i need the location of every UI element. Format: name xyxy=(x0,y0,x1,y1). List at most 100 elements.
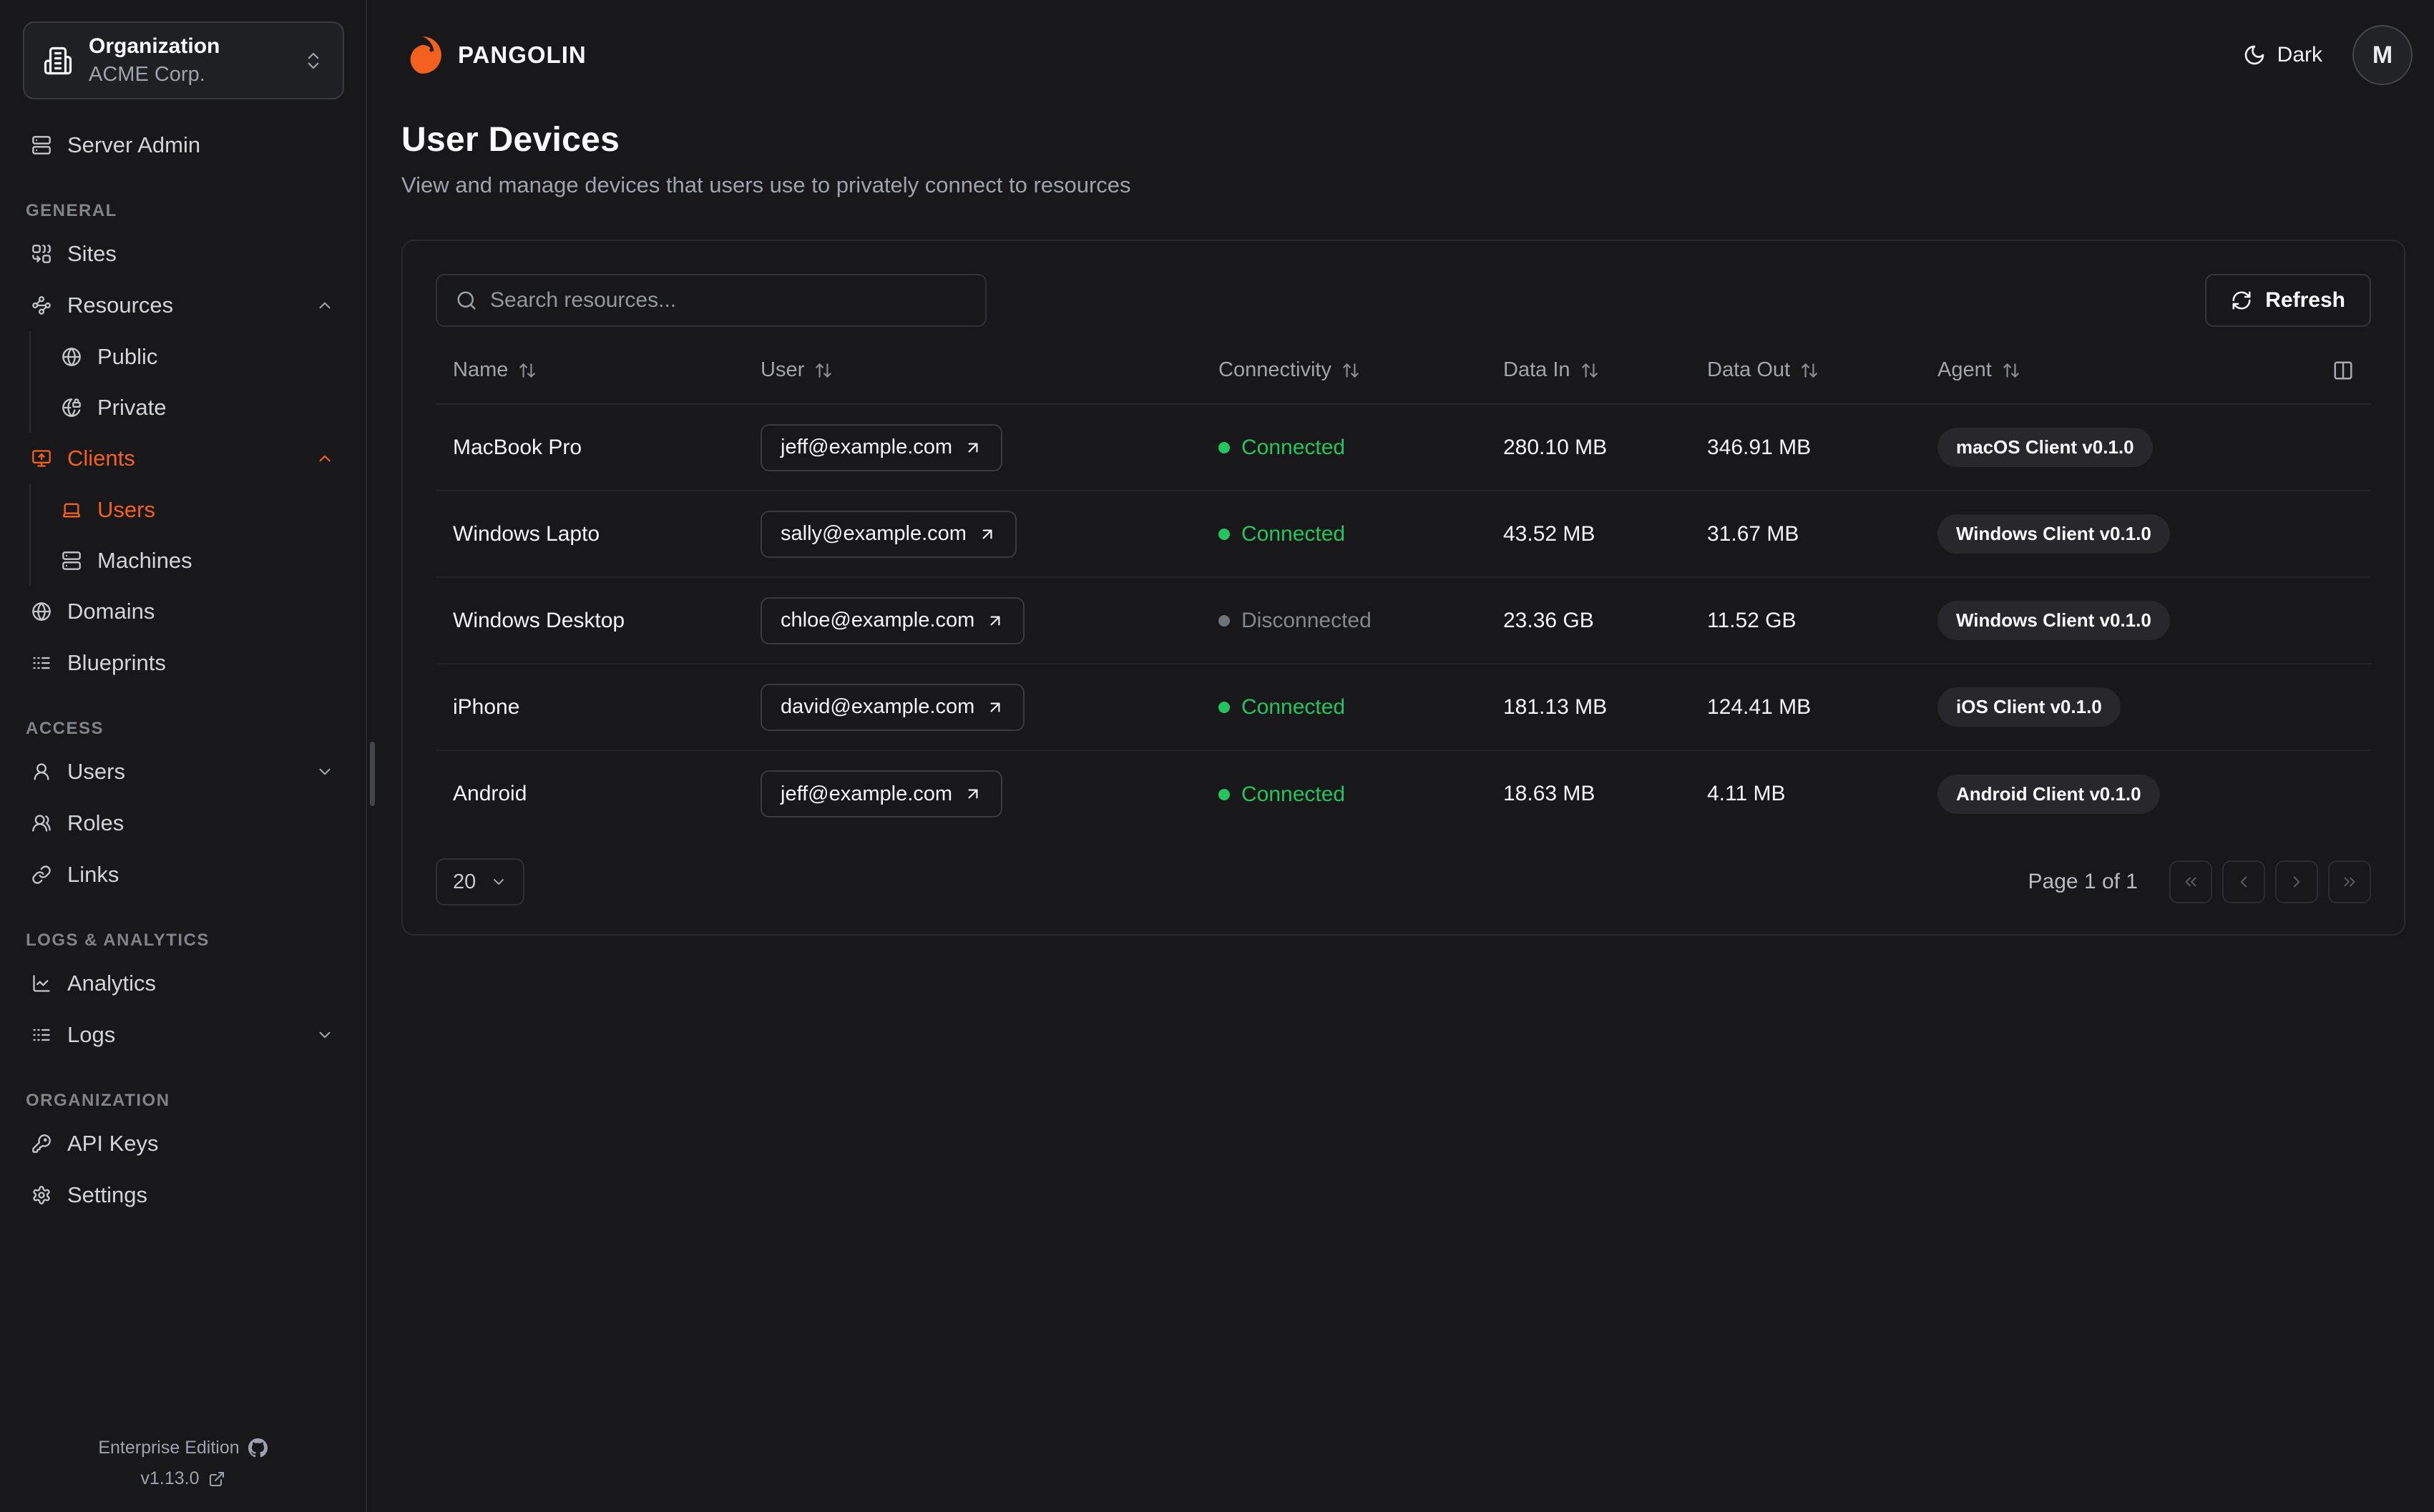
sidebar-item-public[interactable]: Public xyxy=(31,331,354,382)
sidebar-item-label: Domains xyxy=(67,599,155,624)
column-header-data-out[interactable]: Data Out xyxy=(1707,358,1819,382)
sidebar-item-roles[interactable]: Roles xyxy=(0,797,354,849)
sidebar-item-client-users[interactable]: Users xyxy=(31,484,354,535)
column-header-connectivity[interactable]: Connectivity xyxy=(1218,358,1360,382)
chart-line-icon xyxy=(31,973,52,993)
table-row: MacBook Pro jeff@example.com Connected 2… xyxy=(436,404,2371,491)
sidebar-item-links[interactable]: Links xyxy=(0,849,354,900)
search-icon xyxy=(456,290,477,311)
connectivity-status: Connected xyxy=(1218,436,1345,460)
server-icon xyxy=(62,551,82,571)
sidebar-item-label: Resources xyxy=(67,293,174,318)
refresh-button[interactable]: Refresh xyxy=(2205,274,2371,327)
sidebar-item-api-keys[interactable]: API Keys xyxy=(0,1118,354,1169)
agent-badge: Windows Client v0.1.0 xyxy=(1937,601,2170,640)
sort-icon xyxy=(814,361,833,380)
sidebar-item-label: Server Admin xyxy=(67,132,201,157)
sidebar-item-private[interactable]: Private xyxy=(31,382,354,433)
org-selector[interactable]: Organization ACME Corp. xyxy=(23,21,344,99)
combine-icon xyxy=(31,244,52,264)
status-dot xyxy=(1218,442,1230,453)
device-name: Windows Desktop xyxy=(453,608,625,632)
search-box xyxy=(436,274,987,327)
sidebar-item-machines[interactable]: Machines xyxy=(31,535,354,586)
sidebar-item-settings[interactable]: Settings xyxy=(0,1169,354,1221)
sidebar-item-logs[interactable]: Logs xyxy=(0,1009,354,1061)
sidebar-item-clients[interactable]: Clients xyxy=(0,433,354,484)
sidebar-item-users[interactable]: Users xyxy=(0,746,354,797)
external-link-icon xyxy=(208,1471,225,1488)
sidebar-item-domains[interactable]: Domains xyxy=(0,586,354,637)
version-link[interactable]: v1.13.0 xyxy=(140,1468,225,1489)
edition-label: Enterprise Edition xyxy=(98,1438,240,1458)
sidebar-item-resources[interactable]: Resources xyxy=(0,280,354,331)
last-page-button[interactable] xyxy=(2328,860,2371,903)
section-label-logs-analytics: LOGS & ANALYTICS xyxy=(26,931,210,950)
page-head: User Devices View and manage devices tha… xyxy=(367,110,2434,198)
globe-icon xyxy=(31,602,52,622)
data-in-value: 280.10 MB xyxy=(1503,435,1608,459)
user-link-button[interactable]: david@example.com xyxy=(761,683,1025,731)
device-name: Windows Lapto xyxy=(453,521,600,546)
sidebar-item-label: Machines xyxy=(97,547,192,573)
chevron-down-icon[interactable] xyxy=(316,762,334,781)
clients-subitems: Users Machines xyxy=(29,484,354,586)
column-header-agent[interactable]: Agent xyxy=(1937,358,2020,382)
sidebar-item-label: Settings xyxy=(67,1182,148,1207)
theme-toggle[interactable]: Dark xyxy=(2243,43,2322,67)
user-link-button[interactable]: chloe@example.com xyxy=(761,597,1025,644)
column-header-name[interactable]: Name xyxy=(453,358,537,382)
sidebar-item-label: Users xyxy=(97,496,155,522)
section-label-general: GENERAL xyxy=(26,201,117,220)
theme-toggle-label: Dark xyxy=(2277,43,2322,67)
column-header-data-in[interactable]: Data In xyxy=(1503,358,1599,382)
users-icon xyxy=(31,813,52,833)
connectivity-status: Connected xyxy=(1218,695,1345,720)
link-icon xyxy=(31,865,52,885)
arrow-up-right-icon xyxy=(986,612,1005,630)
previous-page-button[interactable] xyxy=(2222,860,2265,903)
user-link-button[interactable]: jeff@example.com xyxy=(761,770,1003,818)
chevron-up-icon[interactable] xyxy=(316,449,334,468)
laptop-icon xyxy=(62,500,82,520)
brand[interactable]: PANGOLIN xyxy=(401,33,587,77)
page-size-select[interactable]: 20 xyxy=(436,858,525,905)
chevron-down-icon[interactable] xyxy=(316,1026,334,1044)
chevrons-right-icon xyxy=(2340,873,2359,891)
sidebar-item-label: Clients xyxy=(67,446,135,471)
sidebar-item-blueprints[interactable]: Blueprints xyxy=(0,637,354,689)
data-in-value: 23.36 GB xyxy=(1503,608,1594,632)
connectivity-status: Connected xyxy=(1218,782,1345,807)
user-link-button[interactable]: jeff@example.com xyxy=(761,423,1003,471)
search-input[interactable] xyxy=(490,288,967,313)
sidebar-item-sites[interactable]: Sites xyxy=(0,228,354,280)
chevron-up-icon[interactable] xyxy=(316,296,334,315)
version-label: v1.13.0 xyxy=(140,1468,200,1488)
data-in-value: 181.13 MB xyxy=(1503,694,1608,719)
column-visibility-button[interactable] xyxy=(2332,360,2354,381)
device-name: MacBook Pro xyxy=(453,435,582,459)
next-page-button[interactable] xyxy=(2275,860,2318,903)
sort-icon xyxy=(518,361,537,380)
column-header-user[interactable]: User xyxy=(761,358,833,382)
agent-badge: iOS Client v0.1.0 xyxy=(1937,687,2121,727)
sidebar-item-label: Logs xyxy=(67,1022,116,1047)
edition-link[interactable]: Enterprise Edition xyxy=(98,1438,267,1458)
table-toolbar: Refresh xyxy=(436,274,2371,327)
sidebar-item-label: Users xyxy=(67,759,125,784)
agent-badge: macOS Client v0.1.0 xyxy=(1937,428,2153,467)
sidebar-scrollbar-thumb[interactable] xyxy=(370,742,375,806)
status-dot xyxy=(1218,702,1230,713)
topbar: PANGOLIN Dark M xyxy=(367,0,2434,110)
user-link-button[interactable]: sally@example.com xyxy=(761,510,1017,558)
sidebar-item-analytics[interactable]: Analytics xyxy=(0,958,354,1009)
first-page-button[interactable] xyxy=(2169,860,2212,903)
device-name: iPhone xyxy=(453,694,520,719)
page-title: User Devices xyxy=(401,121,620,159)
arrow-up-right-icon xyxy=(964,785,982,803)
sidebar-item-server-admin[interactable]: Server Admin xyxy=(0,119,354,171)
data-out-value: 11.52 GB xyxy=(1707,608,1797,632)
data-in-value: 43.52 MB xyxy=(1503,521,1595,546)
avatar[interactable]: M xyxy=(2352,25,2413,85)
